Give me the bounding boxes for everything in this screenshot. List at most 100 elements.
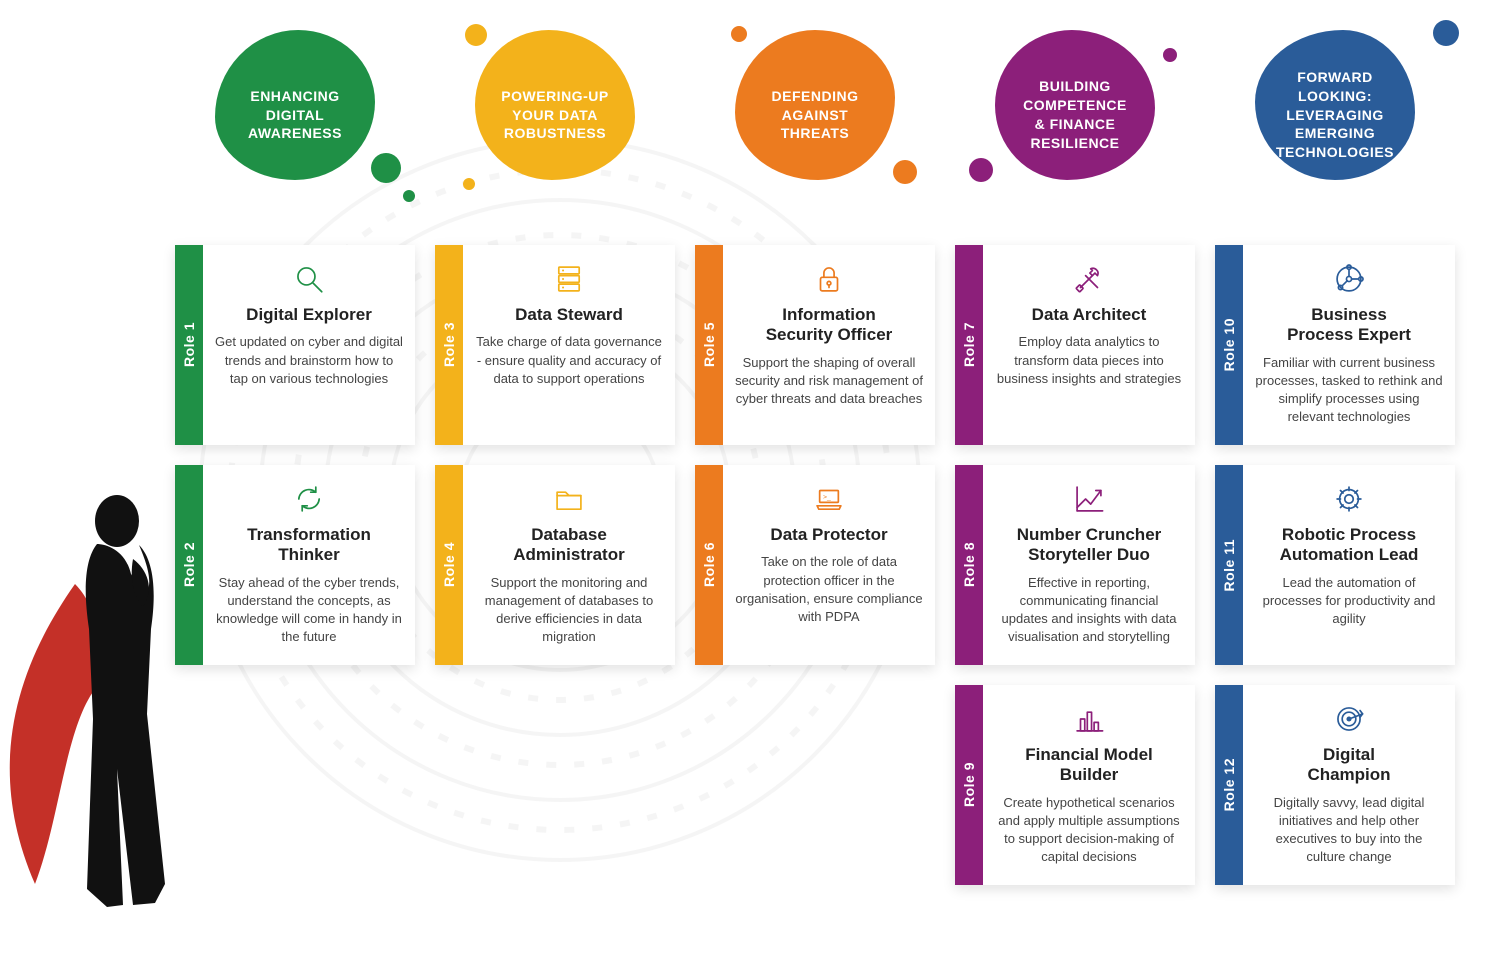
accent-dot: [463, 178, 475, 190]
column-competence: Role 7 Data Architect Employ data analytic…: [955, 245, 1195, 885]
column-data: Role 3 Data Steward Take charge of data go…: [435, 245, 675, 885]
role-tab: Role 7: [955, 245, 983, 445]
role-description: Familiar with current business processes…: [1255, 354, 1443, 427]
role-title: Digital Champion: [1307, 745, 1390, 786]
tools-icon: [1072, 259, 1106, 299]
category-label: DEFENDING AGAINST THREATS: [772, 87, 859, 144]
card-body: Digital Explorer Get updated on cyber and…: [203, 245, 415, 445]
category-header-data: POWERING-UP YOUR DATA ROBUSTNESS: [435, 30, 675, 200]
category-header-competence: BUILDING COMPETENCE & FINANCE RESILIENCE: [955, 30, 1195, 200]
hero-silhouette: [5, 489, 205, 919]
category-label: BUILDING COMPETENCE & FINANCE RESILIENCE: [1023, 77, 1127, 153]
search-icon: [292, 259, 326, 299]
accent-dot: [1433, 20, 1459, 46]
role-description: Take on the role of data protection offi…: [735, 553, 923, 626]
target-icon: [1332, 699, 1366, 739]
card-body: Financial Model Builder Create hypothetic…: [983, 685, 1195, 885]
accent-dot: [893, 160, 917, 184]
card-body: Robotic Process Automation LeadLead the …: [1243, 465, 1455, 665]
role-tab: Role 11: [1215, 465, 1243, 665]
category-label: ENHANCING DIGITAL AWARENESS: [248, 87, 342, 144]
accent-dot: [731, 26, 747, 42]
chart-up-icon: [1072, 479, 1106, 519]
role-tab: Role 6: [695, 465, 723, 665]
bar-chart-icon: [1072, 699, 1106, 739]
card-body: Data Architect Employ data analytics to t…: [983, 245, 1195, 445]
network-icon: [1332, 259, 1366, 299]
laptop-icon: >_: [812, 479, 846, 519]
role-number: Role 1: [181, 322, 197, 367]
card-body: Information Security Officer Support the …: [723, 245, 935, 445]
role-description: Get updated on cyber and digital trends …: [215, 333, 403, 388]
accent-dot: [403, 190, 415, 202]
role-title: Database Administrator: [513, 525, 624, 566]
role-card: Role 12 Digital Champion Digitally savvy, …: [1215, 685, 1455, 885]
cape: [10, 584, 98, 884]
column-forward: Role 10 Business Process Expert Familiar w…: [1215, 245, 1455, 885]
role-card: Role 3 Data Steward Take charge of data go…: [435, 245, 675, 445]
role-title: Information Security Officer: [766, 305, 893, 346]
card-body: Number Cruncher Storyteller DuoEffective…: [983, 465, 1195, 665]
role-title: Data Architect: [1032, 305, 1147, 325]
role-number: Role 3: [441, 322, 457, 367]
role-number: Role 10: [1221, 318, 1237, 371]
svg-text:>_: >_: [823, 494, 831, 501]
role-card: Role 4 Database Administrator Support the …: [435, 465, 675, 665]
role-number: Role 5: [701, 322, 717, 367]
role-number: Role 6: [701, 542, 717, 587]
role-title: Data Steward: [515, 305, 623, 325]
card-body: Database Administrator Support the monito…: [463, 465, 675, 665]
role-description: Take charge of data governance - ensure …: [475, 333, 663, 388]
role-title: Financial Model Builder: [1025, 745, 1153, 786]
category-headers: ENHANCING DIGITAL AWARENESS POWERING-UP Y…: [175, 30, 1480, 200]
role-card: Role 1 Digital Explorer Get updated on cyb…: [175, 245, 415, 445]
role-card: Role 9 Financial Model Builder Create hypo…: [955, 685, 1195, 885]
accent-dot: [465, 24, 487, 46]
folder-icon: [552, 479, 586, 519]
role-description: Digitally savvy, lead digital initiative…: [1255, 794, 1443, 867]
role-description: Support the shaping of overall security …: [735, 354, 923, 409]
role-number: Role 7: [961, 322, 977, 367]
role-tab: Role 1: [175, 245, 203, 445]
role-title: Digital Explorer: [246, 305, 372, 325]
column-threats: Role 5 Information Security Officer Suppor…: [695, 245, 935, 885]
body: [86, 495, 165, 907]
role-card: Role 8 Number Cruncher Storyteller DuoEff…: [955, 465, 1195, 665]
card-body: Data Steward Take charge of data governan…: [463, 245, 675, 445]
role-card: Role 5 Information Security Officer Suppor…: [695, 245, 935, 445]
card-body: >_ Data Protector Take on the role of data…: [723, 465, 935, 665]
role-card: Role 7 Data Architect Employ data analytic…: [955, 245, 1195, 445]
category-header-awareness: ENHANCING DIGITAL AWARENESS: [175, 30, 415, 200]
role-card: Role 10 Business Process Expert Familiar w…: [1215, 245, 1455, 445]
role-tab: Role 9: [955, 685, 983, 885]
card-body: Transformation ThinkerStay ahead of the …: [203, 465, 415, 665]
role-number: Role 4: [441, 542, 457, 587]
role-description: Effective in reporting, communicating fi…: [995, 574, 1183, 647]
role-title: Business Process Expert: [1287, 305, 1411, 346]
role-number: Role 12: [1221, 758, 1237, 811]
role-card: Role 2Transformation ThinkerStay ahead o…: [175, 465, 415, 665]
lock-icon: [812, 259, 846, 299]
server-icon: [552, 259, 586, 299]
role-tab: Role 5: [695, 245, 723, 445]
role-card: Role 11 Robotic Process Automation LeadLe…: [1215, 465, 1455, 665]
role-tab: Role 3: [435, 245, 463, 445]
role-number: Role 9: [961, 762, 977, 807]
role-number: Role 11: [1221, 539, 1237, 592]
category-label: FORWARD LOOKING: LEVERAGING EMERGING TEC…: [1276, 68, 1394, 162]
refresh-icon: [292, 479, 326, 519]
role-number: Role 8: [961, 542, 977, 587]
role-title: Transformation Thinker: [247, 525, 371, 566]
category-label: POWERING-UP YOUR DATA ROBUSTNESS: [501, 87, 608, 144]
role-tab: Role 8: [955, 465, 983, 665]
role-title: Data Protector: [770, 525, 887, 545]
card-body: Digital Champion Digitally savvy, lead di…: [1243, 685, 1455, 885]
accent-dot: [969, 158, 993, 182]
role-description: Employ data analytics to transform data …: [995, 333, 1183, 388]
role-description: Create hypothetical scenarios and apply …: [995, 794, 1183, 867]
column-awareness: Role 1 Digital Explorer Get updated on cyb…: [175, 245, 415, 885]
role-tab: Role 4: [435, 465, 463, 665]
role-card: Role 6 >_ Data Protector Take on the role o…: [695, 465, 935, 665]
role-description: Support the monitoring and management of…: [475, 574, 663, 647]
gear-icon: [1332, 479, 1366, 519]
